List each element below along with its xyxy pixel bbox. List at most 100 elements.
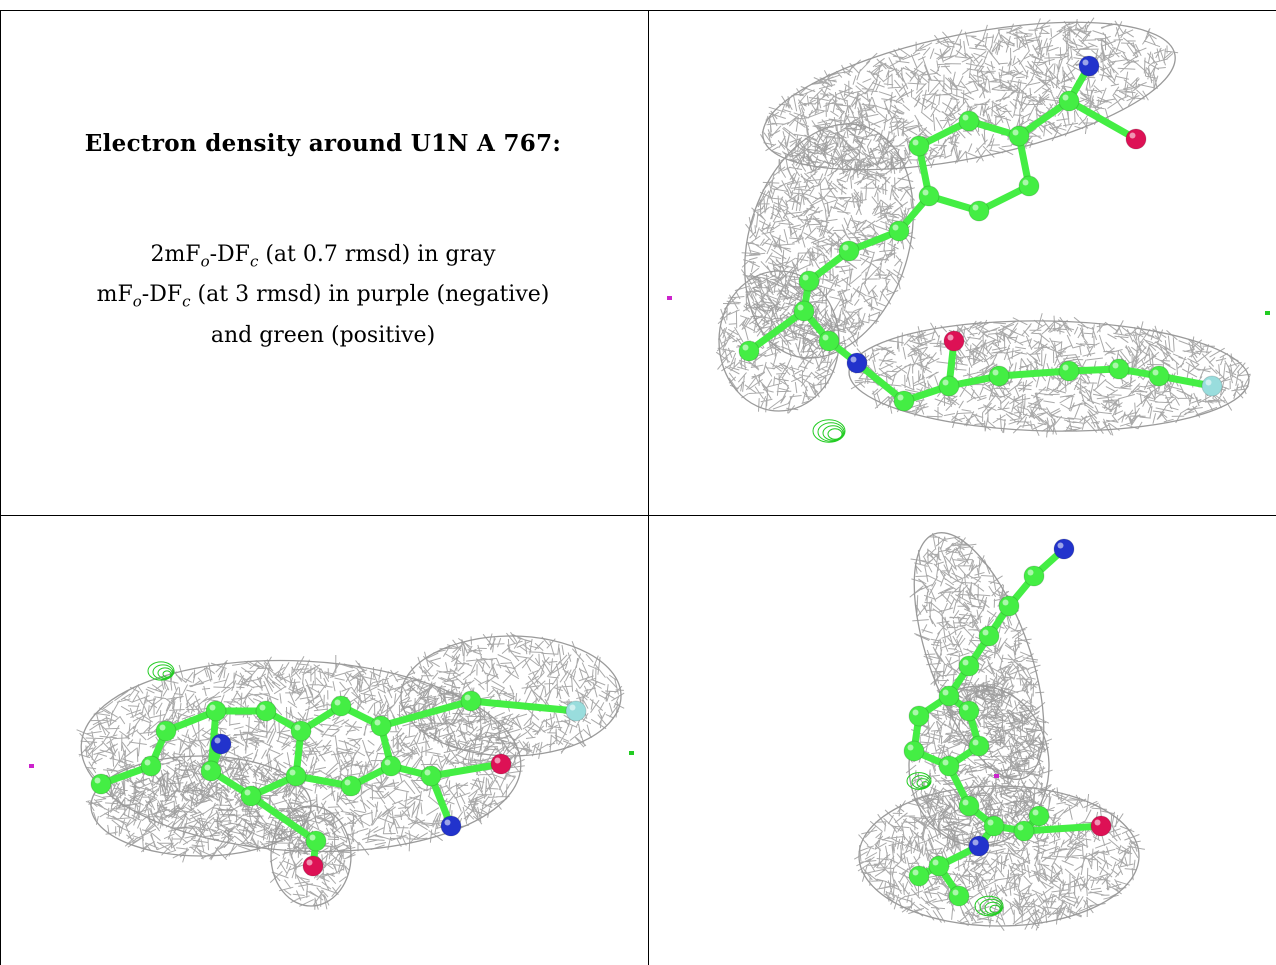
line2-mid: -DF	[141, 282, 183, 308]
line2-post: (at 3 rmsd) in purple (negative)	[190, 282, 550, 308]
fofc-positive-mesh	[812, 419, 846, 443]
atom-highlight	[907, 744, 914, 751]
carbon-atom	[738, 340, 760, 362]
fofc-positive-blip	[1265, 311, 1270, 315]
fofc-positive-mesh	[147, 661, 175, 681]
bond	[247, 792, 320, 845]
line2-sub1: o	[132, 292, 142, 311]
bond	[995, 367, 1073, 380]
bond	[427, 760, 505, 780]
bond	[745, 307, 808, 355]
carbon-atom	[958, 110, 980, 132]
nitrogen-atom	[1078, 55, 1100, 77]
atom-highlight	[897, 394, 904, 401]
atom-highlight	[982, 629, 989, 636]
carbon-atom	[838, 240, 860, 262]
nitrogen-atom	[440, 815, 462, 837]
atom-highlight	[289, 769, 296, 776]
atom-highlight	[987, 819, 994, 826]
bond	[1020, 822, 1105, 835]
density-view-3-canvas	[853, 532, 1145, 931]
fofc-negative-blip	[994, 774, 999, 778]
atom-highlight	[962, 799, 969, 806]
fofc-positive-blip	[629, 751, 634, 755]
carbon-atom	[978, 625, 1000, 647]
table-border-middle	[0, 515, 1276, 516]
atom-highlight	[1205, 379, 1212, 386]
atom-highlight	[1032, 809, 1039, 816]
carbon-atom	[818, 330, 840, 352]
carbon-atom	[305, 830, 327, 852]
atom-highlight	[306, 859, 313, 866]
bond	[467, 697, 580, 715]
carbon-atom	[200, 760, 222, 782]
atom-highlight	[962, 659, 969, 666]
atom-highlight	[1094, 819, 1101, 826]
atom-highlight	[947, 334, 954, 341]
line1-pre: 2mF	[150, 242, 201, 267]
density-mesh-2fofc	[76, 631, 625, 910]
oxygen-atom	[1125, 128, 1147, 150]
line2-sub2: c	[182, 292, 191, 311]
caption-line-positive: and green (positive)	[210, 322, 436, 348]
carbon-atom	[793, 300, 815, 322]
line2-pre: mF	[96, 282, 133, 308]
atom-highlight	[942, 689, 949, 696]
carbon-atom	[958, 655, 980, 677]
atom-highlight	[1062, 364, 1069, 371]
atom-highlight	[912, 869, 919, 876]
atom-highlight	[244, 789, 251, 796]
carbon-atom	[988, 365, 1010, 387]
fofc-negative-blip	[667, 296, 672, 300]
caption-description: 2mFo-DFc (at 0.7 rmsd) in gray mFo-DFc (…	[10, 238, 636, 352]
atom-highlight	[1017, 824, 1024, 831]
atom-highlight	[259, 704, 266, 711]
carbon-atom	[285, 765, 307, 787]
carbon-atom	[968, 200, 990, 222]
carbon-atom	[1058, 90, 1080, 112]
caption-title: Electron density around U1N A 767:	[84, 130, 562, 157]
atom-highlight	[144, 759, 151, 766]
density-mesh-2fofc	[853, 532, 1145, 931]
atom-highlight	[294, 724, 301, 731]
atom-highlight	[334, 699, 341, 706]
nitrogen-atom	[846, 352, 868, 374]
atom-highlight	[912, 709, 919, 716]
nitrogen-atom	[1053, 538, 1075, 560]
table-border-left	[0, 10, 1, 965]
atom-highlight	[942, 759, 949, 766]
carbon-atom	[1013, 820, 1035, 842]
carbon-atom	[1148, 365, 1170, 387]
atom-highlight	[850, 356, 857, 363]
atom-highlight	[962, 704, 969, 711]
carbon-atom	[370, 715, 392, 737]
atoms	[90, 690, 587, 877]
carbon-atom	[205, 700, 227, 722]
carbon-atom	[90, 773, 112, 795]
carbon-atom	[938, 375, 960, 397]
carbon-atom	[155, 720, 177, 742]
carbon-atom	[460, 690, 482, 712]
atom-highlight	[444, 819, 451, 826]
carbon-atom	[938, 755, 960, 777]
atom-highlight	[309, 834, 316, 841]
atom-highlight	[972, 204, 979, 211]
atom-highlight	[742, 344, 749, 351]
atom-highlight	[822, 334, 829, 341]
atom-highlight	[1129, 132, 1136, 139]
carbon-atom	[380, 755, 402, 777]
line1-sub2: c	[249, 252, 259, 271]
carbon-atom	[1058, 360, 1080, 382]
carbon-atom	[968, 735, 990, 757]
atom-highlight	[922, 189, 929, 196]
carbon-atom	[1023, 565, 1045, 587]
fluorine-atom	[565, 700, 587, 722]
line1-post: (at 0.7 rmsd) in gray	[258, 242, 496, 267]
carbon-atom	[1008, 125, 1030, 147]
carbon-atom	[908, 135, 930, 157]
carbon-atom	[1018, 175, 1040, 197]
density-view-3	[649, 516, 1276, 965]
carbon-atom	[903, 740, 925, 762]
atom-highlight	[1002, 599, 1009, 606]
carbon-atom	[290, 720, 312, 742]
